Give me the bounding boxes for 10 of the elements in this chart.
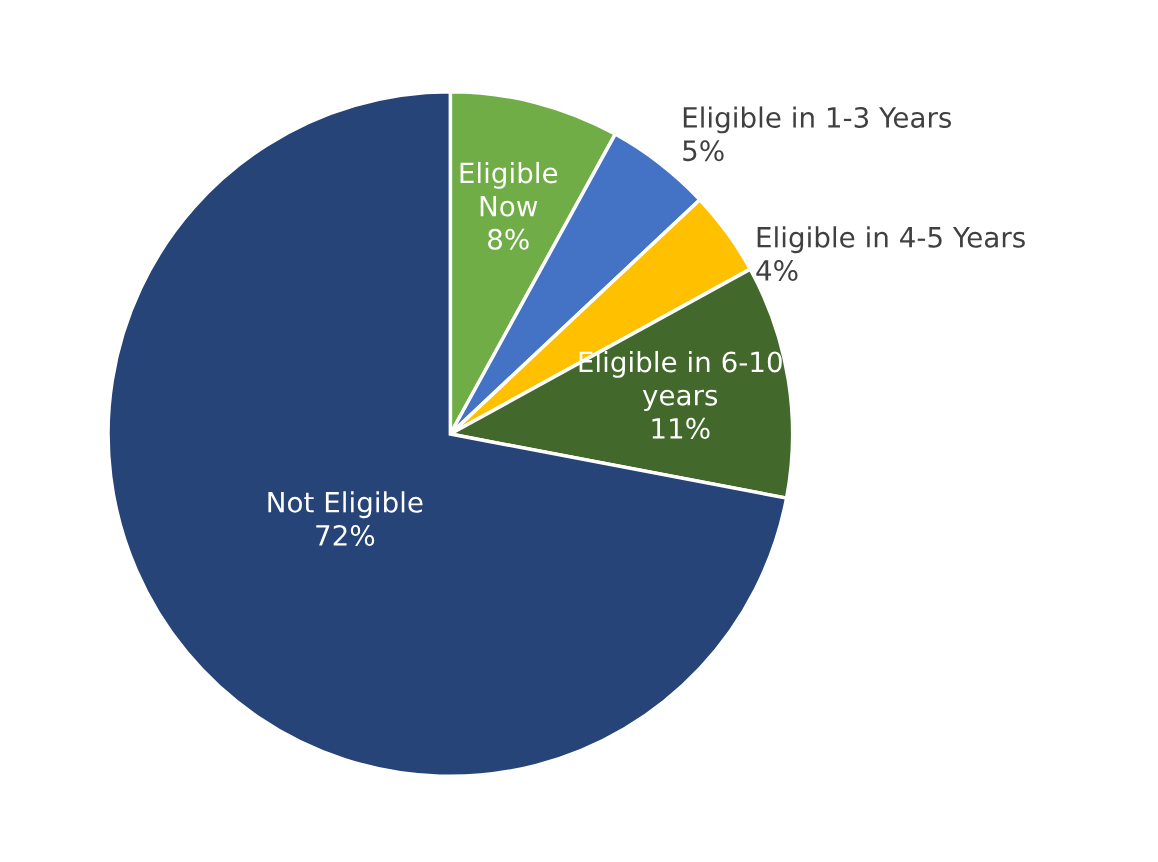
- data-label: 4%: [756, 259, 798, 281]
- data-label: 72%: [316, 524, 375, 546]
- slice-label: Eligible Now: [460, 161, 558, 217]
- slice-label: Eligible in 6-10 years: [579, 350, 782, 412]
- slice-label: Eligible in 4-5 Years: [757, 226, 1025, 254]
- slice-label: Not Eligible: [268, 491, 423, 519]
- slice-label: Eligible in 1-3 Years: [683, 106, 952, 134]
- data-label: 5%: [683, 140, 724, 162]
- data-label: 11%: [652, 417, 710, 439]
- data-label: 8%: [488, 228, 529, 250]
